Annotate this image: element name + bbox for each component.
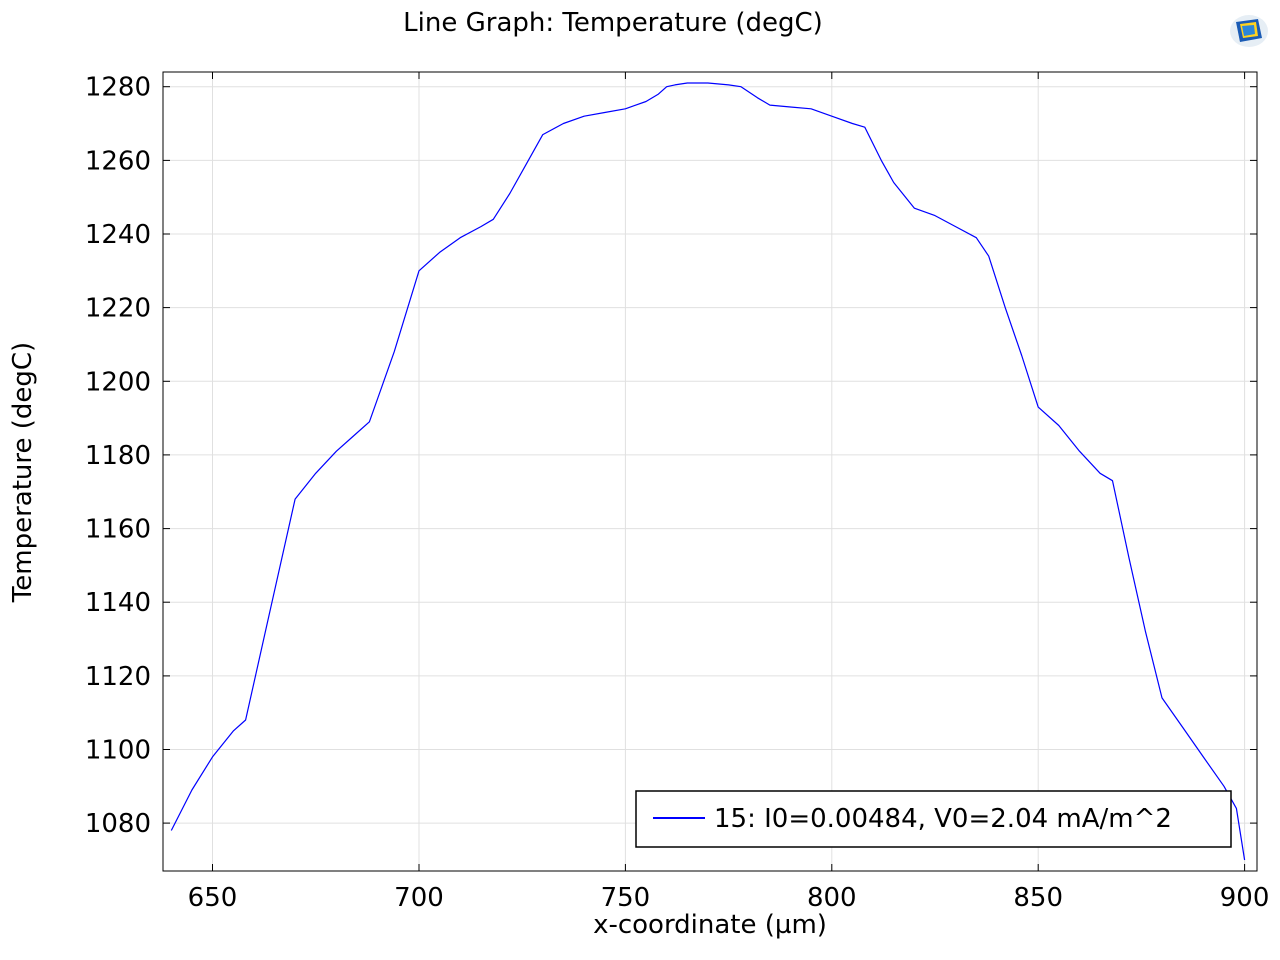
legend-label: 15: I0=0.00484, V0=2.04 mA/m^2 xyxy=(714,804,1172,834)
y-tick-label: 1180 xyxy=(85,441,151,471)
y-tick-label: 1280 xyxy=(85,73,151,103)
x-tick-label: 800 xyxy=(807,883,857,913)
legend: 15: I0=0.00484, V0=2.04 mA/m^2 xyxy=(635,790,1232,848)
y-tick-label: 1100 xyxy=(85,736,151,766)
y-tick-label: 1200 xyxy=(85,367,151,397)
x-axis-label: x-coordinate (µm) xyxy=(593,910,827,940)
series-layer xyxy=(170,82,1246,861)
y-tick-label: 1120 xyxy=(85,662,151,692)
plot-frame xyxy=(162,71,1258,872)
legend-box xyxy=(635,790,1232,848)
x-tick-label: 650 xyxy=(188,883,238,913)
chart-title: Line Graph: Temperature (degC) xyxy=(403,8,823,38)
y-tick-label: 1260 xyxy=(85,146,151,176)
y-tick-label: 1160 xyxy=(85,515,151,545)
y-tick-label: 1140 xyxy=(85,588,151,618)
grid-lines xyxy=(163,72,1257,871)
x-tick-label: 900 xyxy=(1220,883,1270,913)
y-axis-label: Temperature (degC) xyxy=(8,342,38,603)
y-tick-label: 1080 xyxy=(85,809,151,839)
x-tick-label: 750 xyxy=(601,883,651,913)
x-tick-label: 850 xyxy=(1013,883,1063,913)
axis-ticks: 650 700 750 800 850 900 1080 1100 1120 1140 1160 11… xyxy=(85,72,1270,913)
x-tick-label: 700 xyxy=(394,883,444,913)
series-line xyxy=(170,82,1246,861)
app-logo-icon xyxy=(1230,15,1268,47)
y-tick-label: 1240 xyxy=(85,220,151,250)
y-tick-label: 1220 xyxy=(85,294,151,324)
